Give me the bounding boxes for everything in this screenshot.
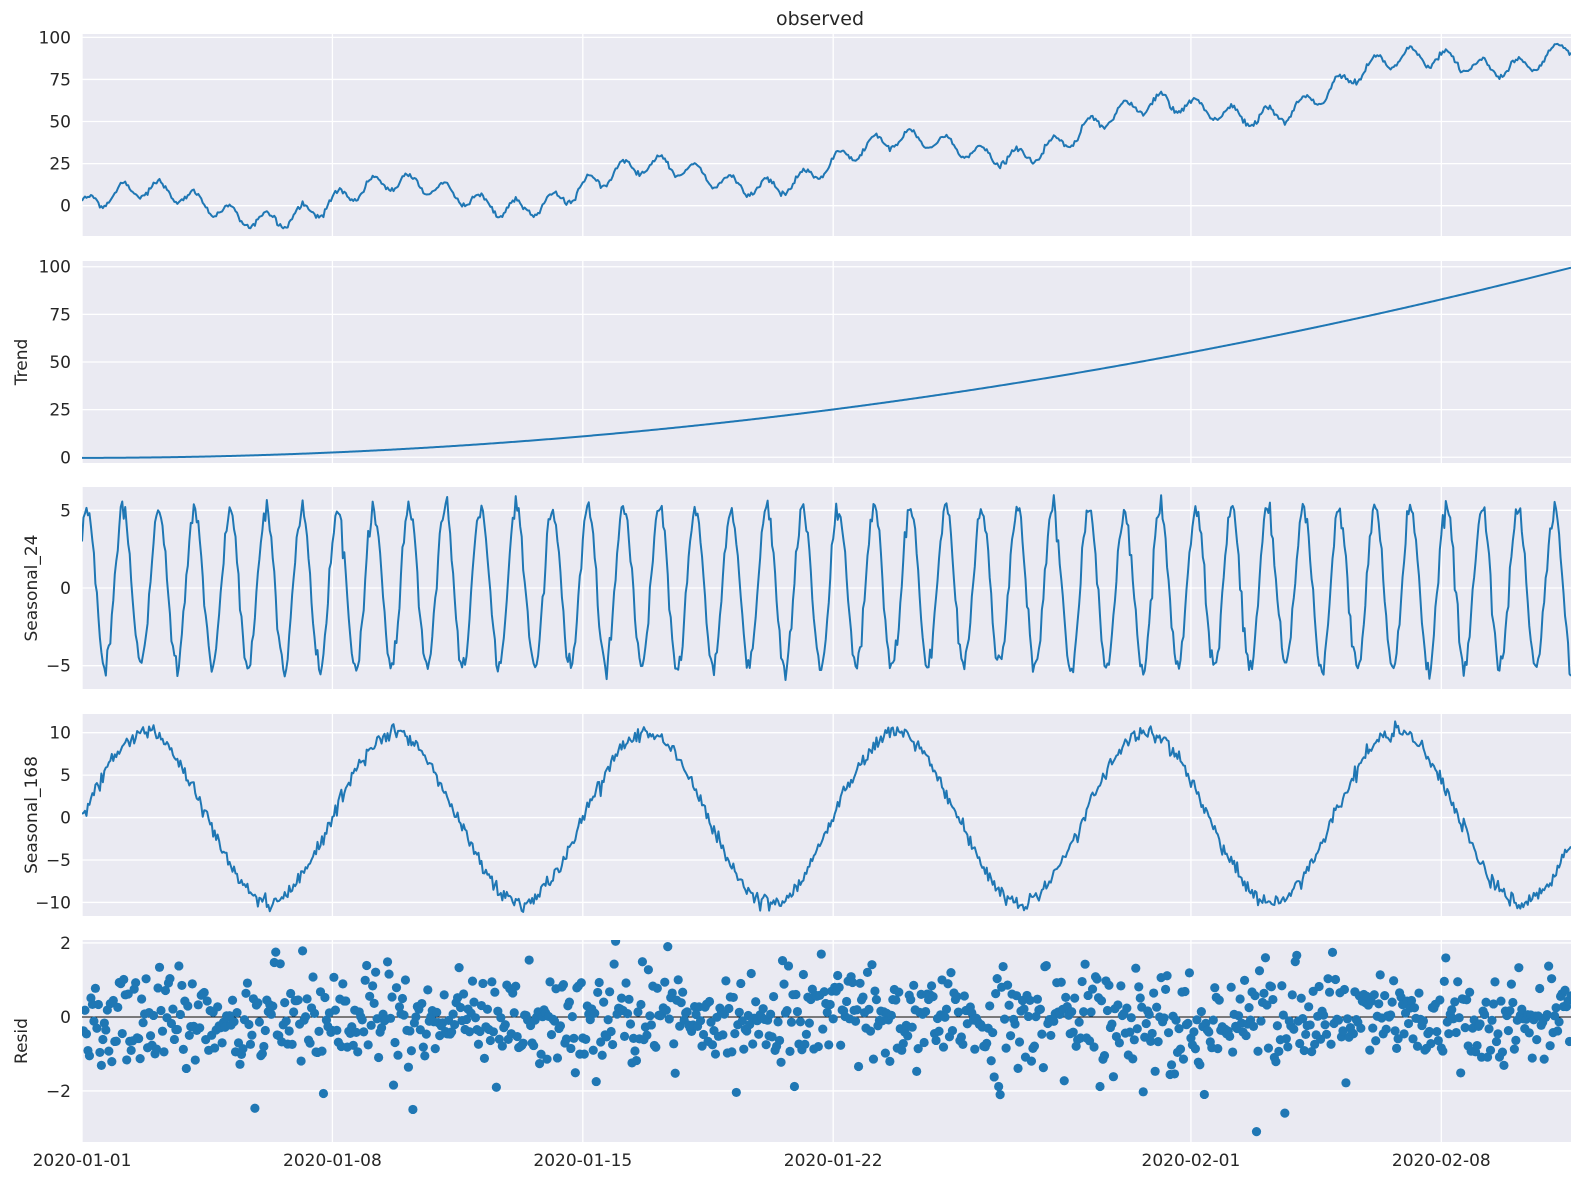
y-tick-label: 0 xyxy=(60,1008,71,1028)
y-axis-label: Seasonal_168 xyxy=(22,756,42,874)
y-tick-label: 50 xyxy=(49,353,71,373)
panel-observed: 0 25 50 75 100 xyxy=(39,28,1571,236)
y-tick-label: 5 xyxy=(60,766,71,786)
panel-seasonal-24: −5 0 5 Seasonal_24 xyxy=(22,487,1571,689)
y-tick-label: 100 xyxy=(39,28,71,48)
y-tick-label: 0 xyxy=(60,809,71,829)
y-tick-label: 2 xyxy=(60,934,71,954)
x-axis-tick-labels: 2020-01-01 2020-01-08 2020-01-15 2020-01-22… xyxy=(33,1151,1491,1171)
x-tick-label: 2020-02-01 xyxy=(1142,1151,1241,1171)
seasonal_168-line xyxy=(82,720,1571,913)
plot-area xyxy=(82,34,1571,236)
panel-resid: −2 0 2 Resid xyxy=(12,934,1571,1142)
y-tick-label: −10 xyxy=(35,893,71,913)
panel-trend: 0 25 50 75 100 Trend xyxy=(12,258,1571,468)
y-axis-label: Trend xyxy=(12,339,32,387)
x-tick-label: 2020-01-15 xyxy=(533,1151,632,1171)
y-axis-label: Seasonal_24 xyxy=(22,535,42,642)
y-tick-label: 5 xyxy=(60,501,71,521)
y-tick-label: 75 xyxy=(49,305,71,325)
panel-seasonal-168: −10 −5 0 5 10 Seasonal_168 xyxy=(22,714,1571,916)
y-tick-label: 0 xyxy=(60,579,71,599)
resid-points xyxy=(82,940,1571,1137)
x-tick-label: 2020-01-22 xyxy=(784,1151,883,1171)
y-tick-label: 50 xyxy=(49,113,71,133)
seasonal_24-line xyxy=(82,494,1571,682)
x-tick-label: 2020-02-08 xyxy=(1392,1151,1491,1171)
trend-line xyxy=(82,266,1571,459)
y-tick-label: 10 xyxy=(49,724,71,744)
plot-area xyxy=(82,714,1571,916)
y-tick-label: −5 xyxy=(46,851,71,871)
y-tick-label: −2 xyxy=(46,1082,71,1102)
observed-line xyxy=(82,42,1571,230)
x-tick-label: 2020-01-01 xyxy=(33,1151,132,1171)
y-tick-label: 25 xyxy=(49,401,71,421)
y-tick-label: 0 xyxy=(60,197,71,217)
y-tick-label: 75 xyxy=(49,70,71,90)
y-tick-label: −5 xyxy=(46,657,71,677)
chart-title: observed xyxy=(776,8,864,30)
panels-group: 02550751000255075100Trend−505Seasonal_24… xyxy=(12,28,1571,1142)
y-tick-label: 0 xyxy=(60,448,71,468)
y-tick-label: 25 xyxy=(49,155,71,175)
y-axis-label: Resid xyxy=(12,1018,32,1064)
y-tick-label: 100 xyxy=(39,258,71,278)
x-tick-label: 2020-01-08 xyxy=(283,1151,382,1171)
